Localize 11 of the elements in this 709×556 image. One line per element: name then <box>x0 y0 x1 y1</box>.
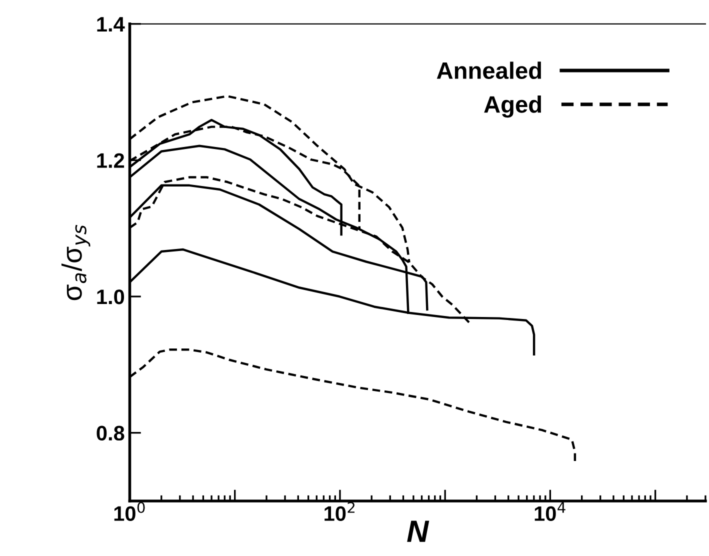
legend-label: Aged <box>484 96 541 118</box>
y-tick-label: 1.2 <box>97 153 124 168</box>
y-tick-label: 1.0 <box>97 290 124 304</box>
x-tick-label: 10$^{0}$ <box>114 502 145 521</box>
x-tick-label: 10$^{2}$ <box>324 502 354 521</box>
y-axis-title: σ$_{a}$/σ$_{ys}$ <box>61 224 90 300</box>
y-tick-label: 1.4 <box>97 17 125 32</box>
x-axis-title: N <box>407 520 430 542</box>
y-tick-label: 0.8 <box>96 426 124 441</box>
x-tick-label: 10$^{4}$ <box>534 502 566 521</box>
legend-label: Annealed <box>436 62 541 80</box>
